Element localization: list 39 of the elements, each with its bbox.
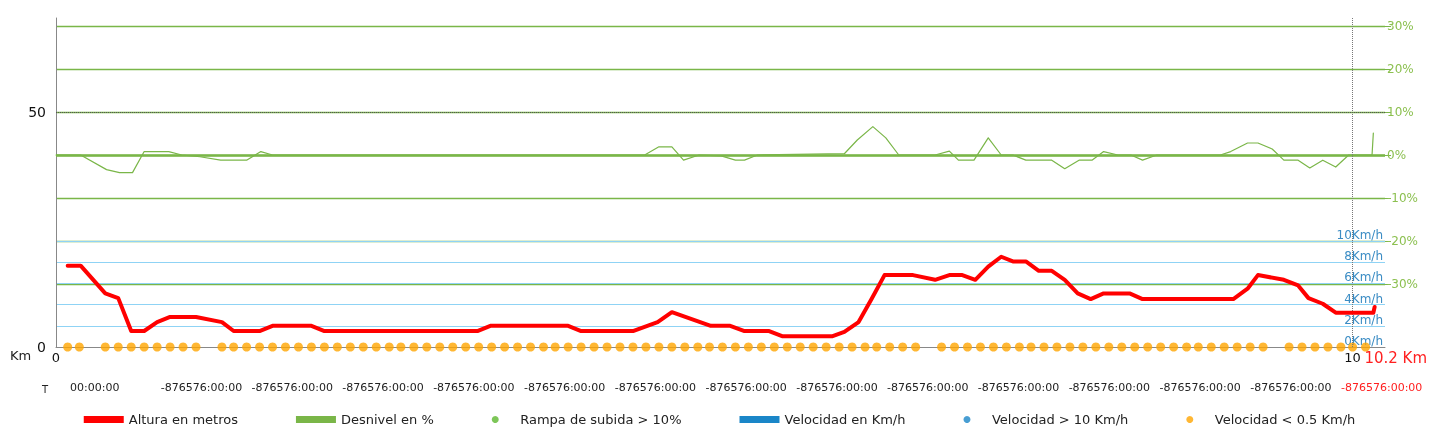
text: 00:00:00 [70,381,120,394]
text: -876576:00:00 [1341,381,1423,394]
legend-label: Velocidad > 10 Km/h [991,412,1129,427]
y2-tick-label: -30% [1387,276,1419,291]
y2-tick-label: -20% [1387,233,1419,248]
text: -876576:00:00 [160,381,243,394]
y3-tick-label: 2Km/h [1344,312,1383,327]
text: -876576:00:00 [342,381,424,394]
y2-tick-label: 10% [1387,105,1414,120]
text: -876576:00:00 [796,381,878,394]
y2-tick-label: 20% [1387,62,1414,77]
text: -876576:00:00 [614,381,697,394]
legend-label: Velocidad < 0.5 Km/h [1214,412,1356,427]
text: -876576:00:00 [977,381,1060,394]
x-axis-title: Km [9,348,32,363]
text: -876576:00:00 [251,381,333,394]
text: -876576:00:00 [1159,381,1241,394]
y-tick-label: 50 [28,104,46,120]
y3-tick-label: 8Km/h [1344,249,1383,264]
text: -876576:00:00 [705,381,787,394]
y2-tick-label: 0% [1387,148,1407,163]
text: -876576:00:00 [1250,381,1332,394]
legend-label: Altura en metros [128,412,239,427]
y3-tick-label: 10Km/h [1336,227,1383,242]
text: -876576:00:00 [523,381,606,394]
y3-tick-label: 6Km/h [1344,270,1383,285]
text: -876576:00:00 [433,381,515,394]
text: -876576:00:00 [1068,381,1151,394]
y2-tick-label: 30% [1387,19,1414,34]
y3-tick-label: 4Km/h [1344,291,1383,306]
y3-tick-label: 0Km/h [1344,334,1383,348]
x2-axis-title: T [41,383,49,395]
text: -876576:00:00 [887,381,969,394]
text: 10.2 Km [1364,348,1428,367]
y2-tick-label: -10% [1387,190,1419,205]
legend-label: Rampa de subida > 10% [520,412,682,427]
legend-label: Desnivel en % [340,412,434,427]
legend-label: Velocidad en Km/h [784,412,906,427]
x-tick-label: 10 [1344,350,1361,365]
